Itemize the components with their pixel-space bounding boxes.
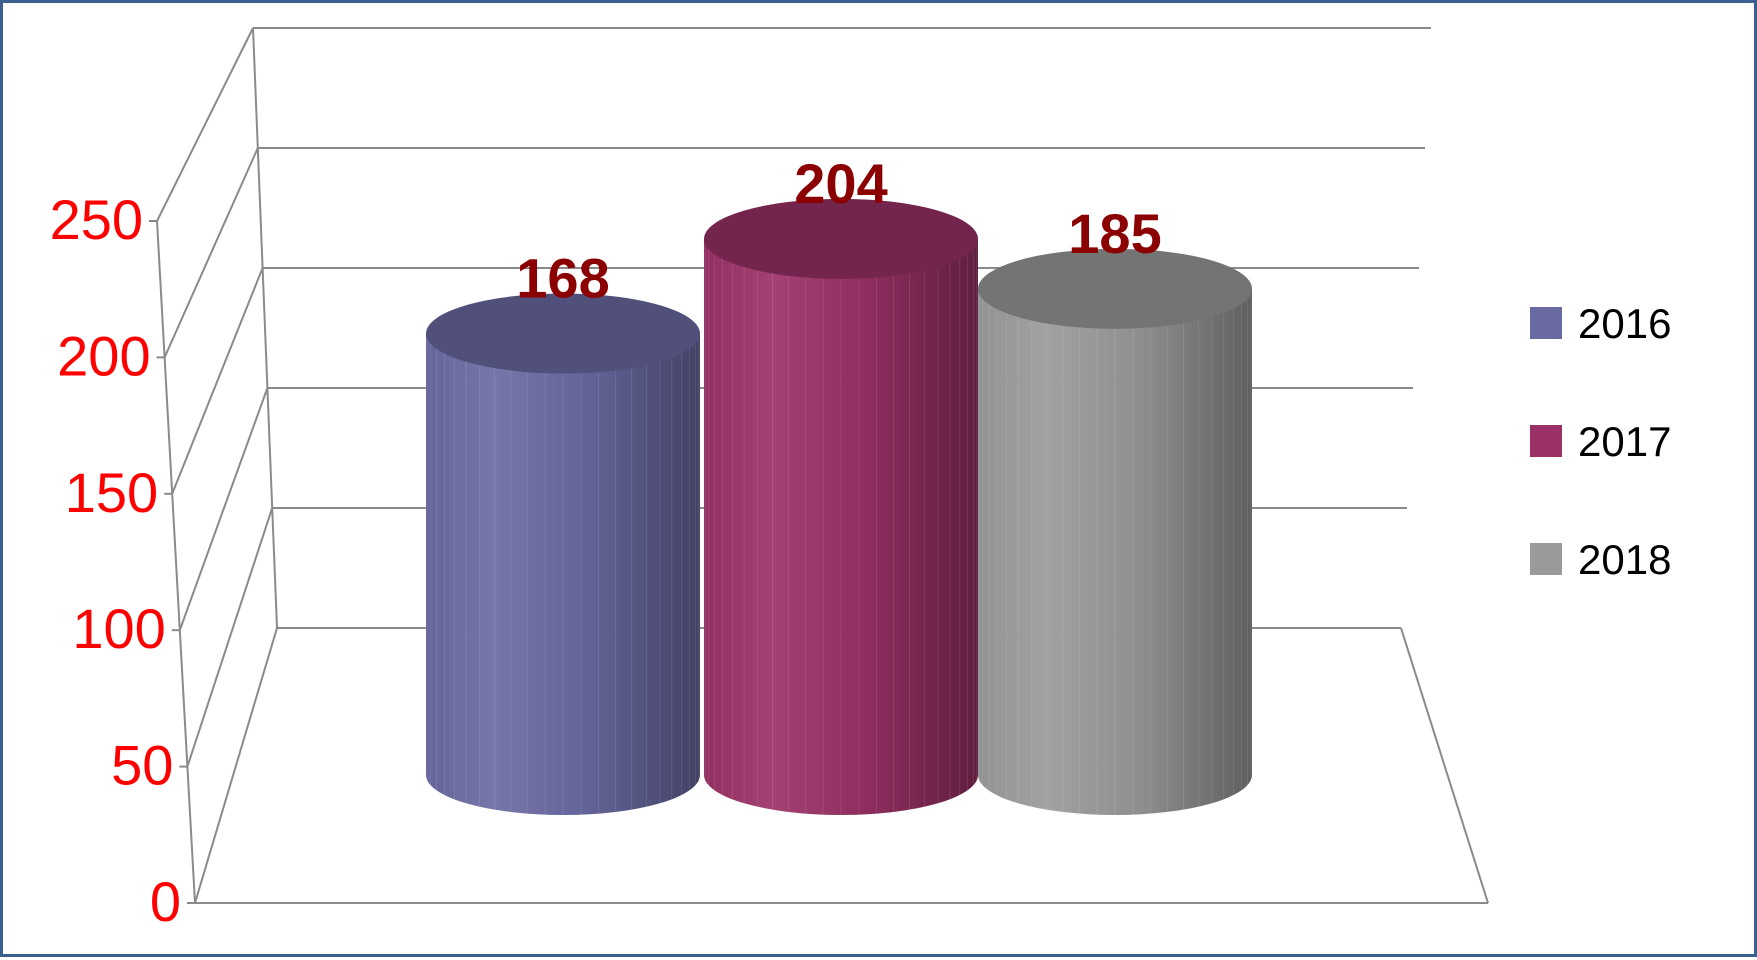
cylinder-body	[704, 238, 978, 815]
gridline-side-150	[171, 267, 264, 495]
cylinder-2018	[978, 248, 1252, 815]
back-wall-edge	[252, 27, 278, 629]
gridline-side-250	[156, 27, 254, 222]
legend-item-2016: 2016	[1530, 300, 1671, 347]
y-tick-label: 200	[57, 324, 150, 387]
legend-swatch	[1530, 307, 1562, 339]
data-label-2018: 185	[1068, 202, 1161, 265]
bars	[426, 198, 1252, 815]
legend-label: 2016	[1578, 300, 1671, 347]
gridline-side-100	[178, 387, 269, 631]
gridline-side-0	[194, 627, 278, 904]
floor-right-edge	[1400, 627, 1489, 904]
gridline-side-200	[163, 147, 259, 358]
data-label-2017: 204	[794, 152, 887, 215]
y-axis-line	[156, 220, 196, 904]
data-label-2016: 168	[516, 246, 609, 309]
legend-swatch	[1530, 425, 1562, 457]
y-tick-label: 0	[150, 870, 181, 933]
y-tick-label: 50	[111, 734, 173, 797]
legend-label: 2017	[1578, 418, 1671, 465]
gridline-side-50	[186, 507, 274, 767]
y-tick-label: 100	[72, 597, 165, 660]
data-labels: 168 204 185	[516, 152, 1161, 310]
cylinder-top	[426, 293, 700, 374]
y-tick-label: 150	[65, 461, 158, 524]
legend-item-2018: 2018	[1530, 536, 1671, 583]
cylinder-body	[978, 288, 1252, 815]
legend: 2016 2017 2018	[1530, 300, 1671, 583]
y-axis: 0 50 100 150 200 250	[50, 188, 196, 933]
legend-item-2017: 2017	[1530, 418, 1671, 465]
cylinder-chart: 0 50 100 150 200 250 168 204 185 2016 2017 2018	[50, 27, 1671, 933]
cylinder-2017	[704, 198, 978, 815]
cylinder-2016	[426, 293, 700, 815]
cylinder-top	[978, 248, 1252, 329]
legend-label: 2018	[1578, 536, 1671, 583]
y-tick-label: 250	[50, 188, 143, 251]
legend-swatch	[1530, 543, 1562, 575]
cylinder-body	[426, 333, 700, 815]
cylinder-top	[704, 198, 978, 279]
